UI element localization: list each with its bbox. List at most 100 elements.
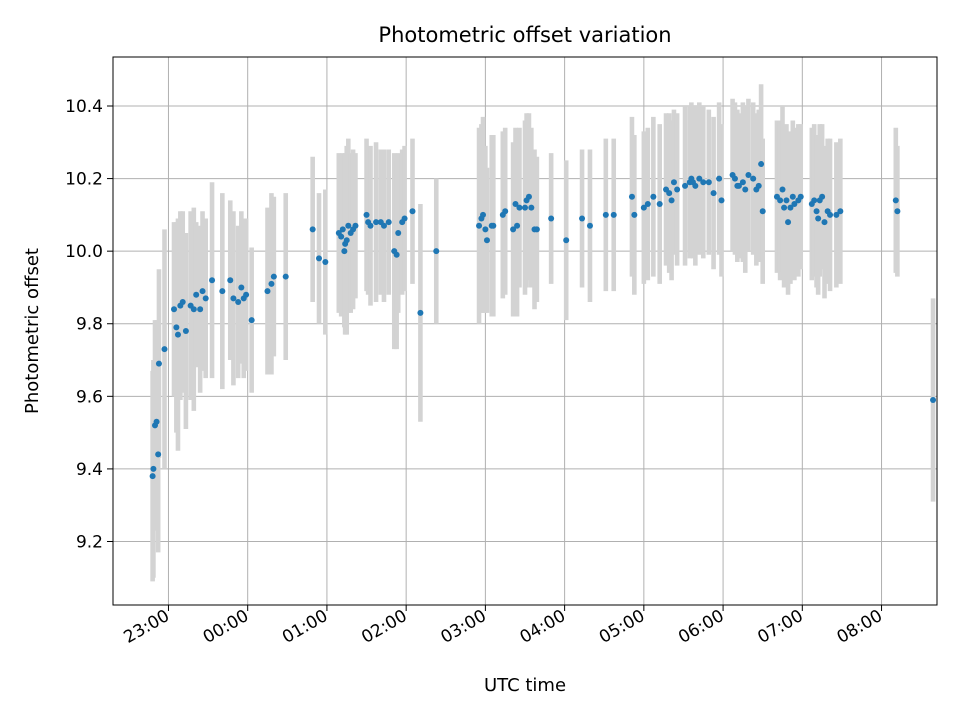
data-point xyxy=(339,226,346,233)
data-point xyxy=(367,222,374,229)
data-point xyxy=(393,251,400,258)
data-point xyxy=(155,451,162,458)
data-point xyxy=(579,215,586,222)
y-tick-label: 9.6 xyxy=(76,387,103,407)
data-point xyxy=(171,306,178,313)
data-point xyxy=(512,200,519,207)
data-point xyxy=(209,277,216,284)
data-point xyxy=(345,222,352,229)
data-point xyxy=(718,197,725,204)
data-point xyxy=(522,204,528,211)
data-point xyxy=(401,215,408,222)
data-point xyxy=(700,179,707,186)
data-point xyxy=(343,237,350,244)
data-point xyxy=(197,306,204,313)
data-point xyxy=(199,288,206,295)
data-point xyxy=(710,190,717,197)
y-tick-label: 9.4 xyxy=(76,460,103,480)
data-point xyxy=(783,197,790,204)
data-point xyxy=(363,211,370,218)
data-point xyxy=(190,306,197,313)
data-point xyxy=(309,226,316,233)
data-point xyxy=(338,233,345,240)
data-point xyxy=(791,200,798,207)
data-point xyxy=(483,237,490,244)
data-point xyxy=(930,396,937,403)
data-point xyxy=(716,175,723,182)
data-point xyxy=(417,309,424,316)
data-point xyxy=(755,182,762,189)
data-point xyxy=(395,230,402,237)
data-point xyxy=(161,346,168,353)
data-point xyxy=(385,219,392,226)
data-point xyxy=(227,277,234,284)
data-point xyxy=(510,226,517,233)
y-tick-label: 10.0 xyxy=(65,242,103,262)
data-point xyxy=(149,473,156,480)
data-point xyxy=(270,273,277,280)
data-point xyxy=(516,204,523,211)
data-point xyxy=(533,226,540,233)
data-point xyxy=(644,200,651,207)
data-point xyxy=(150,465,157,472)
data-point xyxy=(758,161,765,168)
y-tick-label: 10.2 xyxy=(65,170,103,190)
data-point xyxy=(528,204,535,211)
data-point xyxy=(235,298,242,305)
data-point xyxy=(179,298,186,305)
data-point xyxy=(230,295,237,302)
data-point xyxy=(219,288,226,295)
data-point xyxy=(173,324,180,331)
data-point xyxy=(586,222,593,229)
data-point xyxy=(827,211,834,218)
data-point xyxy=(563,237,570,244)
data-point xyxy=(666,190,673,197)
data-point xyxy=(894,208,901,215)
data-point xyxy=(282,273,289,280)
data-point xyxy=(650,193,657,200)
data-point xyxy=(745,171,752,178)
data-point xyxy=(193,291,200,298)
data-point xyxy=(815,215,822,222)
data-point xyxy=(316,255,322,262)
data-point xyxy=(696,175,703,182)
data-point xyxy=(656,200,663,207)
data-point xyxy=(682,182,689,189)
data-point xyxy=(602,211,609,218)
data-point xyxy=(813,208,820,215)
data-point xyxy=(631,211,638,218)
data-point xyxy=(502,208,509,215)
data-point xyxy=(373,219,380,226)
data-point xyxy=(482,226,489,233)
data-point xyxy=(525,193,532,200)
data-point xyxy=(670,179,677,186)
data-point xyxy=(811,197,818,204)
data-point xyxy=(341,248,348,255)
data-point xyxy=(268,280,275,287)
data-point xyxy=(174,331,181,338)
data-point xyxy=(153,418,160,425)
data-point xyxy=(548,215,555,222)
y-tick-label: 9.2 xyxy=(76,532,103,552)
data-point xyxy=(731,175,738,182)
data-point xyxy=(797,193,804,200)
data-point xyxy=(640,204,647,211)
y-tick-label: 10.4 xyxy=(65,97,103,117)
data-point xyxy=(238,284,245,291)
data-point xyxy=(787,204,794,211)
data-point xyxy=(490,222,497,229)
data-point xyxy=(628,193,635,200)
data-point xyxy=(837,208,844,215)
data-point xyxy=(819,193,826,200)
data-point xyxy=(779,186,786,193)
data-point xyxy=(182,328,189,334)
data-point xyxy=(750,175,757,182)
data-point xyxy=(514,222,521,229)
data-point xyxy=(610,211,617,218)
data-layer xyxy=(149,84,937,582)
data-point xyxy=(248,317,255,324)
data-point xyxy=(155,360,162,367)
data-point xyxy=(692,182,699,189)
data-point xyxy=(674,186,681,193)
